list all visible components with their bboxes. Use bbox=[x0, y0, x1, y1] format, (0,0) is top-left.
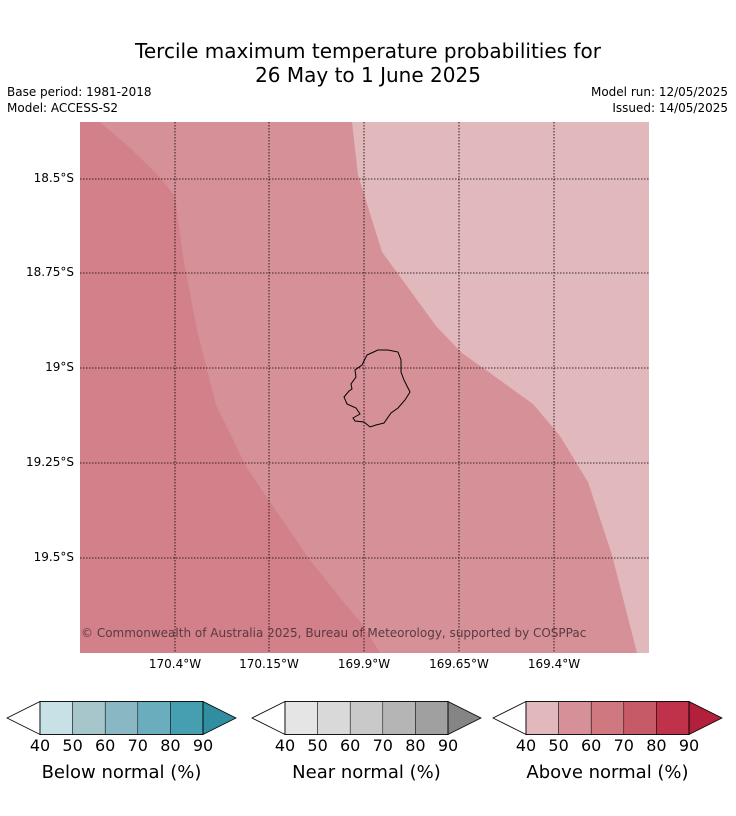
probability-zone-60-70 bbox=[80, 122, 380, 653]
colorbar-segment bbox=[39, 701, 73, 735]
lat-tick-3: 19°S bbox=[45, 360, 74, 374]
lon-tick-1: 170.4°W bbox=[148, 657, 202, 671]
model-name: Model: ACCESS-S2 bbox=[7, 101, 119, 115]
colorbar-title: Below normal (%) bbox=[41, 762, 202, 783]
map-canvas bbox=[80, 122, 649, 653]
colorbar-tick-label: 60 bbox=[95, 736, 116, 755]
colorbar-tick-label: 70 bbox=[127, 736, 148, 755]
lon-tick-2: 170.15°W bbox=[239, 657, 299, 671]
map-title: Tercile maximum temperature probabilitie… bbox=[0, 39, 736, 87]
colorbar-frame bbox=[39, 701, 204, 735]
colorbar-graphic bbox=[6, 700, 237, 736]
colorbar-segment bbox=[382, 701, 416, 735]
colorbar-title: Above normal (%) bbox=[526, 762, 689, 783]
colorbar-tick-label: 40 bbox=[29, 736, 51, 755]
colorbar-tick-label: 90 bbox=[678, 736, 700, 755]
lat-tick-2: 18.75°S bbox=[26, 265, 74, 279]
colorbar-tick-label: 40 bbox=[515, 736, 537, 755]
colorbar-frame bbox=[284, 701, 449, 735]
colorbar-tick-label: 40 bbox=[274, 736, 296, 755]
colorbar-low-arrow bbox=[251, 700, 286, 736]
colorbar-high-arrow bbox=[447, 700, 482, 736]
title-line-1: Tercile maximum temperature probabilitie… bbox=[135, 39, 601, 63]
colorbar-low-arrow bbox=[6, 700, 41, 736]
colorbar-high-arrow bbox=[202, 700, 237, 736]
colorbar-graphic bbox=[492, 700, 723, 736]
colorbar-segment bbox=[590, 701, 625, 735]
lat-tick-1: 18.5°S bbox=[33, 171, 74, 185]
colorbar-segment bbox=[623, 701, 657, 735]
colorbar-segment bbox=[284, 701, 318, 735]
colorbar-high-arrow bbox=[688, 700, 723, 736]
colorbar-tick-label: 90 bbox=[437, 736, 459, 755]
colorbar-segment bbox=[656, 701, 690, 735]
colorbar-segment bbox=[525, 701, 559, 735]
issued-date: Issued: 14/05/2025 bbox=[612, 101, 728, 115]
colorbar-tick-label: 70 bbox=[372, 736, 393, 755]
colorbar-segment bbox=[415, 701, 449, 735]
colorbar-tick-label: 80 bbox=[405, 736, 426, 755]
colorbar-segment bbox=[72, 701, 106, 735]
lon-tick-4: 169.65°W bbox=[429, 657, 489, 671]
lon-tick-3: 169.9°W bbox=[337, 657, 391, 671]
lat-tick-5: 19.5°S bbox=[33, 550, 74, 564]
colorbar-tick-label: 80 bbox=[646, 736, 667, 755]
colorbar-segment bbox=[349, 701, 384, 735]
meta-right: Model run: 12/05/2025 Issued: 14/05/2025 bbox=[591, 84, 728, 116]
model-run: Model run: 12/05/2025 bbox=[590, 85, 728, 99]
colorbar-tick-label: 60 bbox=[581, 736, 602, 755]
colorbar-3 bbox=[492, 700, 736, 736]
gridlines bbox=[80, 122, 649, 653]
colorbar-segment bbox=[137, 701, 171, 735]
colorbar-tick-label: 70 bbox=[613, 736, 634, 755]
copyright-notice: © Commonwealth of Australia 2025, Bureau… bbox=[81, 626, 587, 640]
colorbar-segment bbox=[170, 701, 204, 735]
colorbar-tick-label: 60 bbox=[340, 736, 361, 755]
colorbar-tick-label: 90 bbox=[192, 736, 214, 755]
colorbar-graphic bbox=[251, 700, 482, 736]
colorbar-2 bbox=[251, 700, 515, 736]
lat-tick-4: 19.25°S bbox=[26, 455, 74, 469]
niue-island-coastline bbox=[343, 349, 411, 428]
colorbar-segment bbox=[104, 701, 139, 735]
colorbar-frame bbox=[525, 701, 690, 735]
colorbar-tick-label: 50 bbox=[62, 736, 83, 755]
lon-tick-5: 169.4°W bbox=[527, 657, 581, 671]
title-line-2: 26 May to 1 June 2025 bbox=[255, 63, 481, 87]
colorbar-tick-label: 80 bbox=[160, 736, 181, 755]
base-period: Base period: 1981-2018 bbox=[7, 85, 152, 99]
colorbar-title: Near normal (%) bbox=[292, 762, 441, 783]
meta-left: Base period: 1981-2018 Model: ACCESS-S2 bbox=[7, 84, 152, 116]
colorbar-tick-label: 50 bbox=[548, 736, 569, 755]
colorbar-tick-label: 50 bbox=[307, 736, 328, 755]
colorbar-segment bbox=[558, 701, 592, 735]
colorbar-low-arrow bbox=[492, 700, 527, 736]
colorbar-1 bbox=[6, 700, 270, 736]
colorbar-segment bbox=[317, 701, 351, 735]
